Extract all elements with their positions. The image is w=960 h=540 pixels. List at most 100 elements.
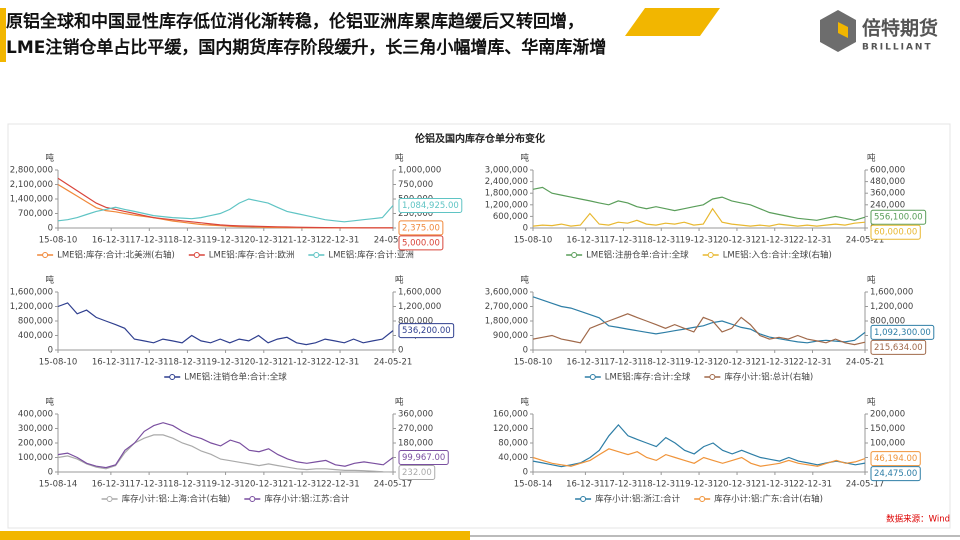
y-tick-label: 200,000 — [18, 439, 53, 449]
value-label-box — [870, 209, 927, 225]
x-tick-label: 17-12-31 — [130, 358, 169, 368]
y2-tick-label: 180,000 — [398, 439, 433, 449]
x-tick-label: 15-08-14 — [39, 480, 78, 490]
header-accent — [0, 8, 6, 62]
legend-swatch — [42, 252, 49, 258]
series-line — [532, 423, 866, 468]
value-label: 232.00 — [398, 465, 436, 481]
y-unit: 吨 — [520, 153, 529, 164]
legend-swatch — [193, 252, 200, 258]
y-tick-label: 0 — [523, 346, 528, 356]
x-tick-label: 15-08-10 — [39, 236, 78, 246]
x-tick-label: 20-12-31 — [244, 358, 283, 368]
y-tick-label: 2,400,000 — [485, 177, 528, 187]
value-label-text: 46,194.00 — [874, 454, 917, 464]
series-line — [57, 434, 394, 473]
y-unit: 吨 — [45, 397, 54, 408]
legend-label: LME铝:库存:合计:北美洲(右轴) — [57, 250, 175, 261]
legend-label: 库存小计:铝:广东:合计(右轴) — [714, 494, 823, 505]
y2-tick-label: 100,000 — [870, 439, 905, 449]
value-label-text: 232.00 — [402, 468, 432, 478]
value-label-text: 60,000.00 — [874, 228, 917, 238]
x-tick-label: 16-12-31 — [92, 480, 131, 490]
source: 数据来源：Wind — [886, 514, 950, 525]
footer-line — [470, 535, 960, 537]
series-line — [532, 186, 866, 221]
series-line — [532, 296, 866, 344]
x-tick-label: 21-12-31 — [755, 358, 794, 368]
legend-label: LME铝:库存:合计:欧洲 — [209, 250, 295, 261]
legend-swatch — [313, 252, 320, 258]
x-tick-label: 19-12-31 — [206, 358, 245, 368]
legend-label: 库存小计:铝:上海:合计(右轴) — [122, 494, 231, 505]
y-tick-label: 120,000 — [493, 424, 528, 434]
value-label: 2,375.00 — [398, 220, 444, 236]
value-label-box — [398, 450, 449, 466]
legend-label: 库存小计:铝:总计(右轴) — [724, 372, 813, 383]
value-label-text: 99,967.00 — [402, 453, 445, 463]
y-unit: 吨 — [45, 153, 54, 164]
legend-swatch — [249, 496, 256, 502]
series-line — [532, 207, 866, 227]
y-tick-label: 800,000 — [18, 317, 53, 327]
y-tick-label: 2,100,000 — [10, 180, 53, 190]
x-tick-label: 24-05-17 — [374, 480, 413, 490]
x-tick-label: 20-12-31 — [245, 480, 284, 490]
value-label: 1,092,300.00 — [870, 324, 935, 340]
y-unit: 吨 — [520, 275, 529, 286]
value-label: 215,634.00 — [870, 339, 927, 355]
x-tick-label: 22-12-31 — [793, 358, 832, 368]
y-tick-label: 100,000 — [18, 453, 53, 463]
value-label-box — [398, 220, 444, 236]
x-tick-label: 19-12-31 — [680, 358, 719, 368]
value-label-text: 1,092,300.00 — [874, 328, 931, 338]
y2-tick-label: 360,000 — [870, 189, 905, 199]
x-tick-label: 22-12-31 — [794, 480, 833, 490]
y-unit: 吨 — [45, 275, 54, 286]
x-tick-label: 16-12-31 — [92, 358, 131, 368]
value-label: 1,084,925.00 — [398, 198, 463, 214]
value-label-text: 536,200.00 — [402, 326, 451, 336]
y-tick-label: 0 — [523, 224, 528, 234]
x-tick-label: 22-12-31 — [321, 358, 360, 368]
footer-bar — [0, 531, 470, 540]
series-line — [532, 313, 866, 346]
y-tick-label: 2,800,000 — [10, 166, 53, 176]
y2-tick-label: 1,200,000 — [870, 302, 913, 312]
legend-swatch — [707, 252, 714, 258]
y-tick-label: 80,000 — [498, 439, 528, 449]
legend-item: 库存小计:铝:上海:合计(右轴) — [101, 494, 231, 505]
legend-item: LME铝:库存:合计:北美洲(右轴) — [37, 250, 175, 261]
y2-tick-label: 800,000 — [398, 317, 433, 327]
x-tick-label: 24-05-17 — [846, 480, 885, 490]
y-tick-label: 1,800,000 — [485, 189, 528, 199]
x-tick-label: 18-12-31 — [642, 236, 681, 246]
x-tick-label: 21-12-31 — [283, 480, 322, 490]
value-label-box — [870, 451, 921, 467]
y2-tick-label: 360,000 — [398, 410, 433, 420]
legend-item: 库存小计:铝:广东:合计(右轴) — [694, 494, 823, 505]
legend-item: 库存小计:铝:江苏:合计 — [244, 494, 350, 505]
y-tick-label: 2,700,000 — [485, 302, 528, 312]
legend-swatch — [709, 374, 716, 380]
value-label-box — [870, 339, 927, 355]
y2-unit: 吨 — [395, 275, 404, 286]
value-label-box — [870, 466, 921, 482]
value-label-text: 556,100.00 — [874, 213, 923, 223]
y-tick-label: 1,200,000 — [10, 302, 53, 312]
series-line — [57, 198, 394, 223]
y-tick-label: 0 — [48, 224, 53, 234]
x-tick-label: 24-05-21 — [374, 236, 413, 246]
series-line — [532, 448, 866, 467]
value-label-text: 24,475.00 — [874, 469, 917, 479]
header-line: 原铝全球和中国显性库存低位消化渐转稳，伦铝亚洲库累库趋缓后又转回增， — [6, 11, 584, 32]
value-label-box — [870, 224, 921, 240]
x-tick-label: 24-05-21 — [846, 236, 885, 246]
legend-item: LME铝:入仓:合计:全球(右轴) — [702, 250, 832, 261]
x-tick-label: 17-12-31 — [604, 358, 643, 368]
x-tick-label: 18-12-31 — [642, 480, 681, 490]
y2-tick-label: 200,000 — [870, 410, 905, 420]
legend-label: 库存小计:铝:浙江:合计 — [595, 494, 681, 505]
legend-swatch — [106, 496, 113, 502]
